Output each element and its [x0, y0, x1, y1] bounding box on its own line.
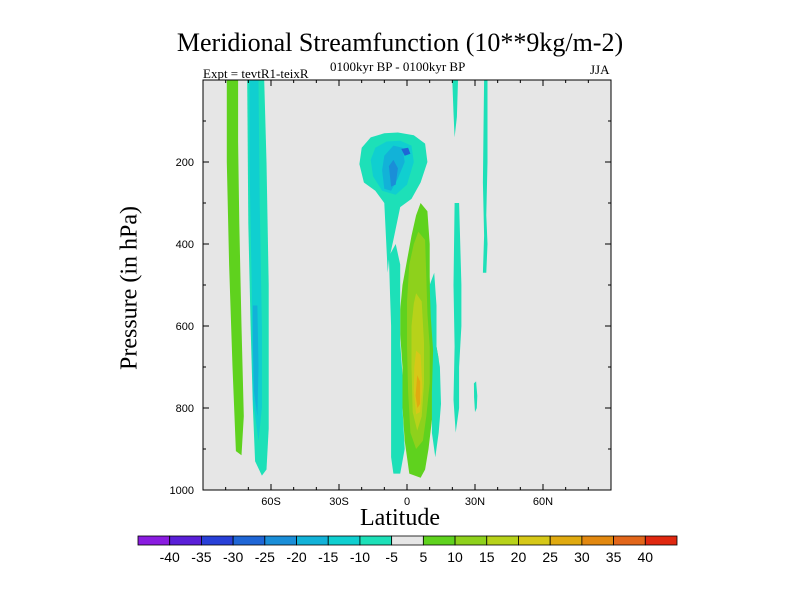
chart-title: Meridional Streamfunction (10**9kg/m-2): [176, 28, 624, 57]
colorbar-label: 25: [542, 549, 558, 565]
contour-sh-band-inner: [249, 80, 262, 441]
colorbar-box: [518, 535, 551, 546]
contour-ne-strip-cyan: [429, 272, 441, 458]
x-tick-label: 60N: [533, 496, 553, 508]
colorbar-label: 5: [419, 549, 427, 565]
colorbar-box: [549, 535, 583, 546]
colorbar-label: -5: [385, 549, 398, 565]
y-tick-label: 400: [176, 239, 194, 251]
y-tick-label: 600: [176, 321, 194, 333]
colorbar-label: 15: [479, 549, 495, 565]
colorbar-box: [169, 535, 202, 546]
colorbar-label: 10: [447, 549, 463, 565]
colorbar-box: [232, 535, 266, 546]
colorbar-label: -30: [223, 549, 243, 565]
colorbar-box: [264, 535, 297, 546]
x-tick-label: 0: [404, 496, 410, 508]
contour-upper-cell-core: [388, 159, 398, 187]
x-tick-label: 30N: [465, 496, 485, 508]
y-tick-label: 200: [176, 157, 194, 169]
colorbar-box: [137, 535, 171, 546]
colorbar-label: 30: [574, 549, 590, 565]
contour-nh-blob: [473, 381, 478, 413]
contour-nh-strip-c: [482, 80, 488, 273]
y-tick-label: 1000: [170, 485, 194, 497]
colorbar-box: [201, 535, 234, 546]
contour-upper-cell-dot: [401, 147, 411, 156]
contour-sh-band-green: [226, 80, 244, 456]
colorbar-label: -35: [191, 549, 211, 565]
colorbar-box: [296, 535, 329, 546]
colorbar-box: [644, 535, 678, 546]
colorbar-box: [581, 535, 614, 546]
x-axis-label: Latitude: [360, 505, 440, 531]
contour-nh-strip-b: [453, 203, 462, 433]
season-label: JJA: [590, 62, 610, 77]
colorbar-label: -15: [318, 549, 338, 565]
y-tick-label: 800: [176, 403, 194, 415]
colorbar-label: -10: [350, 549, 370, 565]
x-tick-label: 30S: [329, 496, 349, 508]
colorbar-box: [454, 535, 488, 546]
colorbar-box: [422, 535, 456, 546]
colorbar-box: [327, 535, 361, 546]
experiment-label: Expt = tevtR1-teixR: [203, 66, 309, 81]
colorbar-box: [359, 535, 393, 546]
colorbar-label: 35: [606, 549, 622, 565]
x-tick-label: 60S: [261, 496, 281, 508]
contour-sh-band-core: [252, 305, 259, 417]
contour-tropics-pos-30: [415, 375, 421, 408]
colorbar-label: -25: [255, 549, 275, 565]
colorbar-box: [486, 535, 519, 546]
colorbar-label: 20: [511, 549, 527, 565]
contour-eq-strip-cyan: [388, 244, 405, 474]
period-label: 0100kyr BP - 0100kyr BP: [330, 59, 466, 74]
colorbar-label: -40: [160, 549, 180, 565]
colorbar-box: [613, 535, 646, 546]
colorbar-label: 40: [638, 549, 654, 565]
colorbar-box: [391, 535, 424, 546]
contour-nh-strip-a: [452, 80, 458, 138]
colorbar-label: -20: [286, 549, 306, 565]
